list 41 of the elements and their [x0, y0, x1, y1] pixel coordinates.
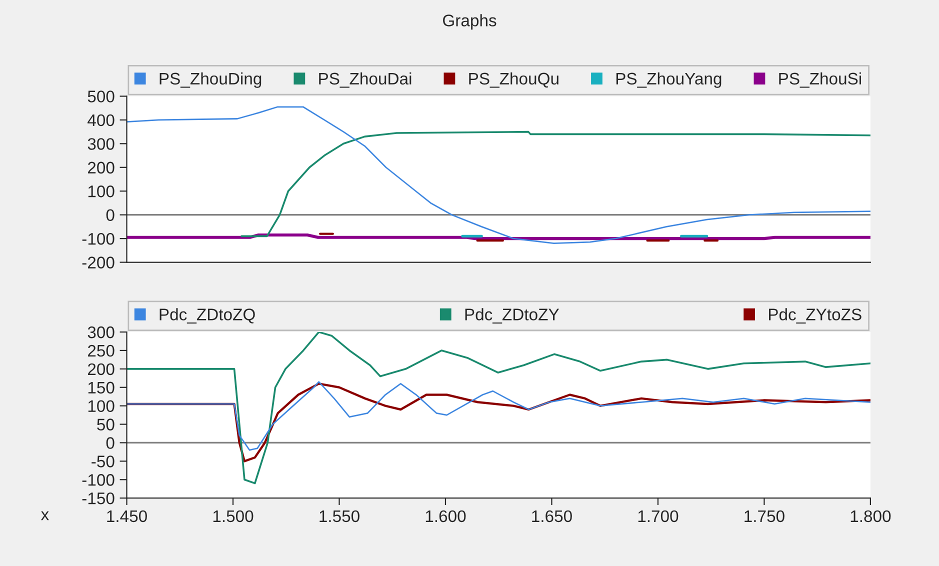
y-tick-label: 300 — [88, 326, 114, 338]
line-series — [126, 332, 870, 484]
y-tick-label: 100 — [88, 400, 114, 412]
x-tick-label: 1.600 — [426, 510, 466, 522]
line-series — [240, 130, 870, 238]
y-tick-label: -200 — [82, 256, 114, 268]
y-tick-label: 150 — [88, 382, 114, 394]
y-tick-label: 50 — [97, 418, 114, 430]
y-tick-label: -100 — [82, 474, 114, 486]
y-tick-label: 500 — [88, 90, 114, 102]
line-series — [126, 382, 870, 462]
legend-label: PS_ZhouYang — [616, 72, 722, 88]
legend-label: PS_ZhouDai — [319, 72, 412, 88]
y-tick-label: 0 — [106, 437, 114, 449]
x-axis-title: x — [40, 511, 49, 520]
x-tick-label: 1.550 — [320, 510, 360, 522]
x-tick-label: 1.750 — [744, 510, 784, 522]
x-tick-label: 1.500 — [213, 510, 254, 522]
legend-label: PS_ZhouDing — [160, 72, 262, 88]
y-tick-label: 250 — [88, 344, 114, 357]
x-tick-label: 1.650 — [532, 510, 572, 522]
y-tick-label: -50 — [92, 456, 114, 468]
line-series — [126, 381, 870, 451]
legend-label: PS_ZhouQu — [469, 72, 558, 88]
y-tick-label: -100 — [82, 232, 114, 245]
legend-label: Pdc_ZDtoZQ — [160, 308, 255, 324]
legend-label: Pdc_ZDtoZY — [465, 308, 559, 324]
y-tick-label: -150 — [82, 492, 114, 504]
y-tick-label: 400 — [88, 114, 114, 126]
y-tick-label: 100 — [88, 186, 114, 198]
x-tick-label: 1.700 — [638, 510, 678, 522]
legend-label: Pdc_ZYtoZS — [769, 308, 862, 324]
y-tick-label: 200 — [88, 162, 114, 174]
y-tick-label: 300 — [88, 138, 114, 150]
x-tick-label: 1.800 — [850, 510, 891, 522]
legend-label: PS_ZhouSi — [779, 72, 861, 88]
y-tick-label: 200 — [88, 363, 114, 376]
y-tick-label: 0 — [106, 209, 114, 222]
x-tick-label: 1.450 — [107, 510, 147, 522]
chart-title: Graphs — [443, 14, 496, 30]
line-series — [126, 106, 870, 244]
